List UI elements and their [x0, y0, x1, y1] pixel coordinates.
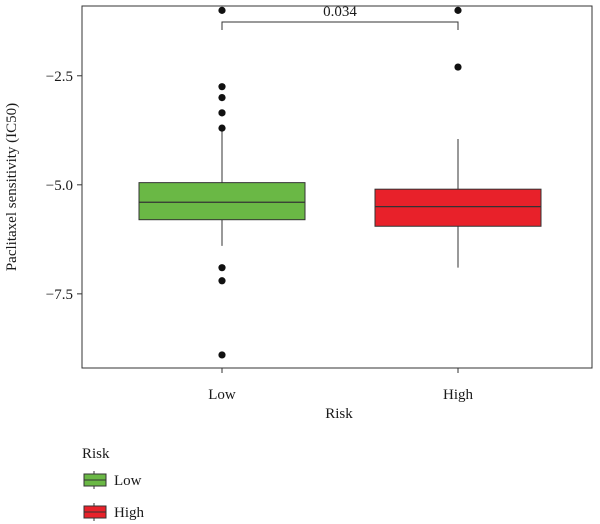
outlier-point: [218, 6, 226, 14]
boxes: [138, 6, 542, 359]
outlier-point: [218, 124, 226, 132]
legend-title: Risk: [82, 446, 110, 462]
y-tick-label: −5.0: [46, 178, 73, 194]
outlier-point: [218, 351, 226, 359]
outlier-point: [454, 63, 462, 71]
legend-label-high: High: [114, 505, 145, 521]
y-axis: −2.5 −5.0 −7.5: [46, 69, 82, 303]
y-tick-label: −7.5: [46, 287, 73, 303]
outlier-point: [218, 277, 226, 285]
legend: Risk Low High: [82, 446, 145, 521]
y-axis-title: Paclitaxel sensitivity (IC50): [4, 103, 20, 271]
outlier-point: [218, 93, 226, 102]
significance-annotation: 0.034: [221, 4, 459, 30]
legend-item-low: Low: [83, 471, 142, 489]
outlier-point: [218, 264, 226, 272]
legend-label-low: Low: [114, 473, 142, 489]
p-value-label: 0.034: [323, 4, 357, 20]
x-tick-label: Low: [208, 387, 236, 403]
y-tick-label: −2.5: [46, 69, 73, 85]
outlier-point: [454, 6, 462, 14]
x-axis: Low High: [208, 368, 474, 403]
box-low: [138, 6, 306, 359]
legend-item-high: High: [83, 503, 145, 521]
significance-bracket: [221, 21, 459, 30]
box-high: [374, 6, 542, 268]
outlier-point: [218, 83, 226, 91]
box-body: [374, 188, 542, 227]
box-body: [138, 182, 306, 221]
outlier-point: [218, 109, 226, 117]
plot-panel: [81, 5, 593, 369]
x-tick-label: High: [443, 387, 474, 403]
x-axis-title: Risk: [325, 406, 353, 422]
